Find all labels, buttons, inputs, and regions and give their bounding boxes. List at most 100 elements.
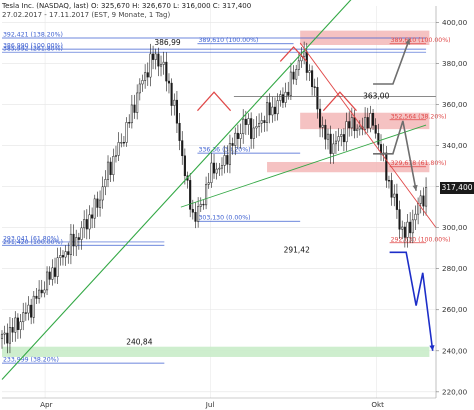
- candle-body: [202, 203, 205, 206]
- candle-body: [30, 304, 33, 318]
- candle-body: [91, 214, 94, 219]
- chart-header: Tesla Inc. (NASDAQ, last) O: 325,670 H: …: [2, 2, 251, 20]
- fib-label: 389,610 (100.00%): [391, 37, 451, 44]
- candle-body: [53, 267, 57, 277]
- candle-body: [218, 167, 221, 170]
- x-axis: Apr Jul Okt: [2, 397, 436, 409]
- candle-body: [271, 106, 274, 116]
- candle-body: [337, 136, 340, 142]
- candle-body: [104, 179, 107, 188]
- candle-body: [136, 92, 139, 113]
- y-tick-label: 260,00: [442, 305, 468, 314]
- candle-body: [149, 53, 152, 78]
- candle-body: [175, 99, 178, 124]
- y-tick-label: 220,00: [442, 387, 468, 396]
- candle-body: [96, 198, 99, 208]
- candle-body: [61, 255, 65, 258]
- candle-body: [350, 117, 353, 129]
- candle-body: [411, 219, 414, 234]
- target-arrow: [389, 251, 434, 351]
- candle-body: [128, 122, 131, 124]
- candle-body: [59, 255, 62, 258]
- candle-body: [374, 125, 377, 134]
- y-tick-label: 380,00: [442, 59, 468, 68]
- candle-body: [93, 198, 96, 219]
- candle-body: [372, 113, 375, 126]
- y-tick-label: 400,00: [442, 18, 468, 27]
- candle-body: [250, 118, 253, 139]
- candle-body: [109, 161, 112, 175]
- candle-body: [112, 156, 115, 175]
- y-tick-label: 360,00: [442, 100, 468, 109]
- candle-body: [48, 271, 51, 280]
- candle-body: [287, 91, 290, 96]
- candle-body: [377, 133, 380, 145]
- candle-body: [403, 226, 406, 238]
- candle-body: [199, 203, 202, 207]
- candle-body: [0, 333, 4, 339]
- candle-body: [117, 142, 120, 156]
- candle-body: [144, 72, 147, 81]
- candle-body: [46, 271, 49, 291]
- y-tick-label: 240,00: [442, 346, 468, 355]
- candle-body: [212, 162, 216, 174]
- candle-body: [11, 327, 14, 333]
- chart-grid: [2, 6, 436, 398]
- pattern-marks: [197, 46, 357, 112]
- fib-label: 293,041 (61.80%): [3, 235, 59, 242]
- candle-body: [268, 102, 271, 116]
- price-label: 240,84: [126, 338, 152, 347]
- candle-body: [207, 182, 210, 185]
- candle-body: [77, 237, 80, 240]
- candle-body: [385, 152, 388, 181]
- candle-body: [406, 221, 409, 238]
- candle-body: [106, 161, 110, 180]
- candle-body: [297, 60, 300, 70]
- chart-subtitle: 27.02.2017 - 17.11.2017 (EST, 9 Monate, …: [2, 11, 171, 19]
- candle-body: [239, 133, 242, 139]
- downtrend-line: [299, 42, 437, 228]
- candle-body: [69, 233, 72, 255]
- candle-body: [366, 117, 369, 129]
- candle-body: [348, 121, 351, 129]
- candle-body: [122, 142, 125, 144]
- candle-body: [130, 104, 133, 124]
- candle-body: [141, 80, 144, 85]
- candle-body: [281, 94, 284, 103]
- candle-body: [138, 83, 141, 94]
- candle-body: [167, 80, 171, 84]
- candle-body: [390, 180, 393, 198]
- candle-body: [284, 91, 287, 103]
- candle-body: [165, 61, 168, 82]
- candle-body: [51, 267, 54, 280]
- candle-body: [255, 126, 258, 129]
- candle-body: [43, 289, 46, 294]
- fib-label: 329,678 (61.80%): [391, 160, 447, 167]
- price-label: 386,99: [154, 38, 180, 47]
- candle-body: [16, 317, 19, 330]
- candle-body: [226, 155, 229, 165]
- candle-body: [215, 168, 218, 174]
- candle-body: [316, 87, 319, 110]
- candle-body: [409, 221, 412, 234]
- fib-label: 352,564 (38.20%): [391, 113, 447, 120]
- candle-body: [220, 165, 224, 169]
- candle-body: [191, 209, 194, 213]
- support-line: [180, 124, 427, 208]
- candle-body: [24, 312, 27, 314]
- candle-body: [32, 295, 35, 318]
- candle-body: [14, 317, 17, 333]
- candle-body: [236, 132, 239, 139]
- candle-body: [146, 72, 149, 78]
- candle-body: [364, 117, 367, 130]
- candle-body: [228, 143, 231, 165]
- candle-body: [340, 134, 343, 137]
- candle-body: [8, 327, 12, 344]
- candle-body: [398, 209, 401, 230]
- y-tick-label: 340,00: [442, 141, 468, 150]
- candle-body: [75, 237, 78, 247]
- candle-body: [99, 199, 102, 208]
- candle-body: [395, 193, 398, 210]
- candle-body: [205, 184, 208, 206]
